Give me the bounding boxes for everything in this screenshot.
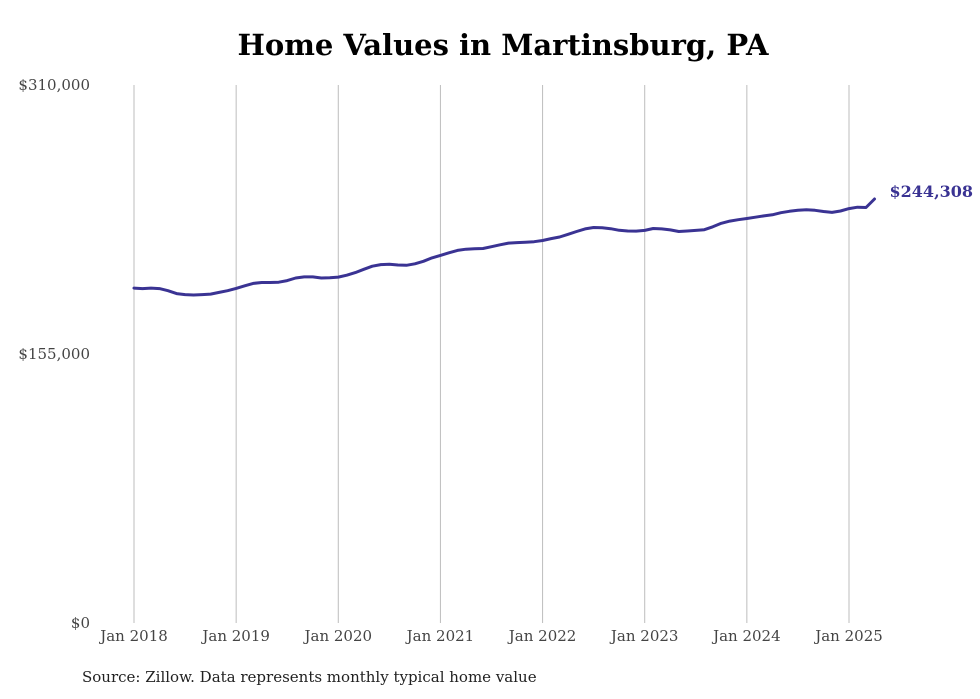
x-tick-label: Jan 2019: [200, 627, 270, 645]
x-tick-label: Jan 2022: [507, 627, 577, 645]
y-tick-label: $155,000: [18, 345, 90, 363]
x-tick-label: Jan 2018: [98, 627, 168, 645]
x-axis-ticks: Jan 2018 Jan 2019 Jan 2020 Jan 2021 Jan 2022…: [98, 627, 883, 645]
y-axis-ticks: $0 $155,000 $310,000: [18, 76, 90, 632]
x-tick-label: Jan 2021: [405, 627, 475, 645]
end-value-label: $244,308: [890, 182, 974, 201]
source-note: Source: Zillow. Data represents monthly …: [82, 668, 537, 686]
x-tick-label: Jan 2024: [711, 627, 781, 645]
y-tick-label: $0: [71, 614, 90, 632]
x-tick-label: Jan 2020: [303, 627, 373, 645]
series-line: [132, 197, 876, 297]
x-tick-label: Jan 2023: [609, 627, 679, 645]
y-tick-label: $310,000: [18, 76, 90, 94]
chart-title: Home Values in Martinsburg, PA: [237, 28, 769, 62]
vertical-gridlines: [133, 85, 850, 623]
x-tick-label: Jan 2025: [813, 627, 883, 645]
